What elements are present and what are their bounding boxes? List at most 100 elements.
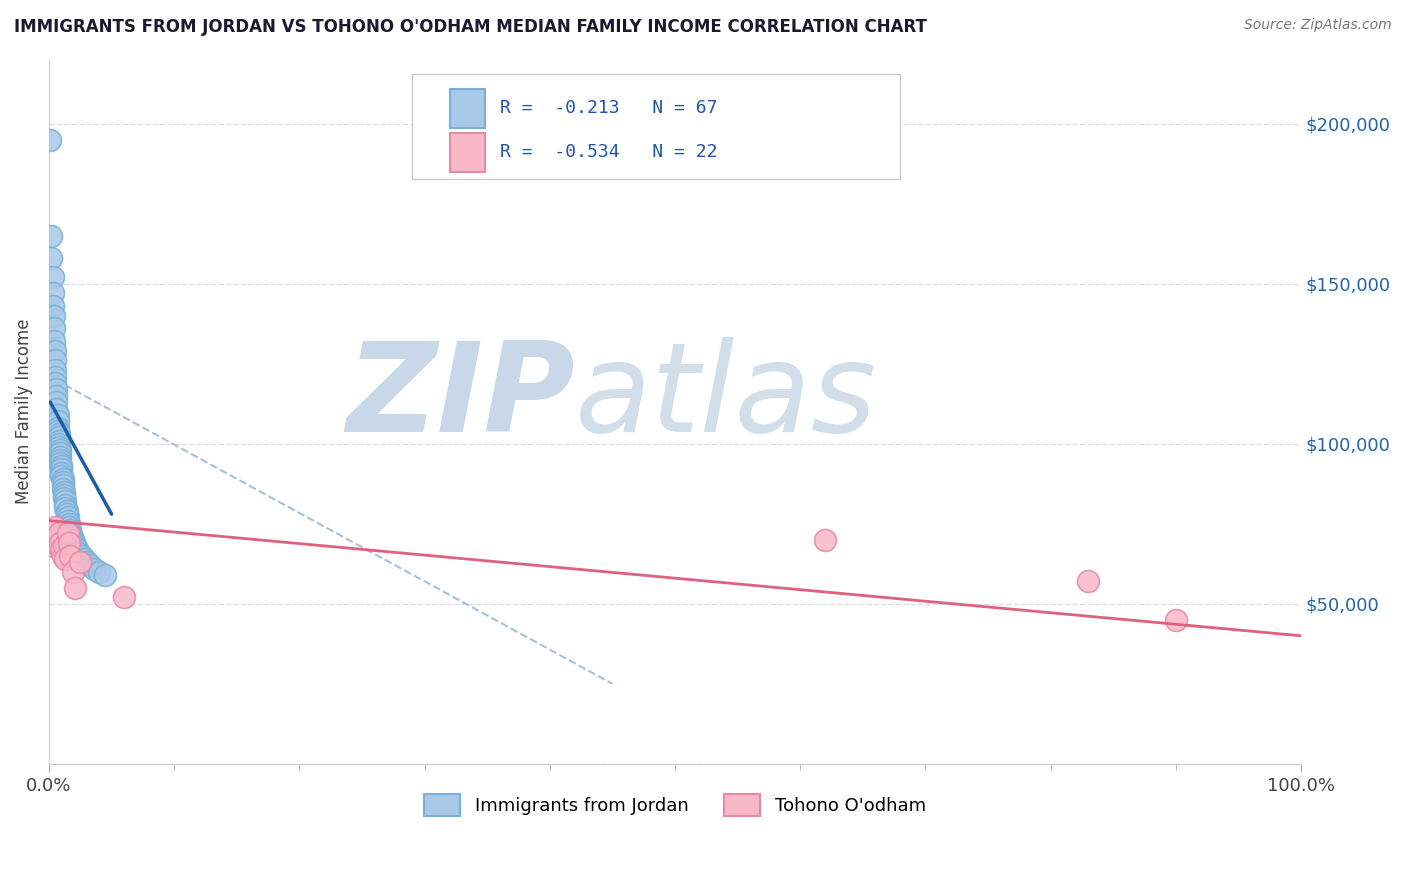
- Point: [49, 446, 72, 460]
- Point: [42, 270, 65, 285]
- Point: [51, 542, 73, 557]
- Point: [48, 434, 70, 448]
- Point: [814, 533, 837, 547]
- Point: [58, 520, 80, 534]
- Point: [65, 539, 87, 553]
- Point: [58, 516, 80, 531]
- Point: [46, 408, 69, 422]
- Point: [53, 494, 76, 508]
- Y-axis label: Median Family Income: Median Family Income: [15, 319, 32, 505]
- Point: [55, 507, 77, 521]
- Point: [70, 549, 93, 563]
- Point: [69, 555, 91, 569]
- Point: [52, 478, 75, 492]
- Point: [58, 536, 80, 550]
- Text: atlas: atlas: [575, 337, 877, 458]
- Point: [65, 542, 87, 557]
- Point: [44, 363, 66, 377]
- Point: [41, 251, 63, 265]
- Legend: Immigrants from Jordan, Tohono O'odham: Immigrants from Jordan, Tohono O'odham: [415, 785, 935, 825]
- Point: [44, 353, 66, 368]
- Point: [59, 549, 82, 563]
- Point: [49, 536, 72, 550]
- Point: [87, 565, 110, 579]
- FancyBboxPatch shape: [450, 133, 485, 171]
- Point: [51, 466, 73, 480]
- Point: [46, 424, 69, 438]
- Point: [1164, 613, 1187, 627]
- Point: [55, 504, 77, 518]
- Point: [1077, 574, 1099, 589]
- Point: [45, 401, 67, 416]
- Point: [59, 523, 82, 537]
- Point: [45, 382, 67, 396]
- Point: [52, 549, 75, 563]
- Point: [76, 555, 98, 569]
- Text: Source: ZipAtlas.com: Source: ZipAtlas.com: [1244, 18, 1392, 32]
- Point: [42, 539, 65, 553]
- Point: [42, 299, 65, 313]
- Point: [51, 462, 73, 476]
- Point: [48, 526, 70, 541]
- Point: [48, 436, 70, 450]
- Text: IMMIGRANTS FROM JORDAN VS TOHONO O'ODHAM MEDIAN FAMILY INCOME CORRELATION CHART: IMMIGRANTS FROM JORDAN VS TOHONO O'ODHAM…: [14, 18, 927, 36]
- Point: [42, 334, 65, 349]
- Point: [46, 539, 69, 553]
- Point: [45, 389, 67, 403]
- Point: [53, 500, 76, 515]
- Point: [48, 440, 70, 454]
- Point: [62, 533, 84, 547]
- Point: [65, 581, 87, 595]
- Point: [49, 456, 72, 470]
- FancyBboxPatch shape: [450, 89, 485, 128]
- Point: [48, 430, 70, 444]
- Point: [52, 482, 75, 496]
- Point: [53, 552, 76, 566]
- Point: [44, 343, 66, 358]
- Point: [42, 321, 65, 335]
- Point: [46, 421, 69, 435]
- Point: [56, 514, 79, 528]
- Point: [42, 526, 65, 541]
- Point: [79, 558, 101, 573]
- Point: [53, 498, 76, 512]
- Point: [44, 369, 66, 384]
- Point: [49, 452, 72, 467]
- Point: [73, 552, 96, 566]
- Point: [62, 565, 84, 579]
- Point: [67, 545, 90, 559]
- Point: [53, 491, 76, 505]
- Point: [53, 484, 76, 499]
- Point: [56, 510, 79, 524]
- Text: ZIP: ZIP: [346, 337, 575, 458]
- Point: [112, 591, 135, 605]
- Point: [41, 228, 63, 243]
- Point: [44, 376, 66, 390]
- Point: [48, 427, 70, 442]
- Point: [53, 539, 76, 553]
- Point: [63, 536, 86, 550]
- FancyBboxPatch shape: [412, 74, 900, 179]
- Point: [45, 395, 67, 409]
- Point: [45, 530, 67, 544]
- Point: [44, 520, 66, 534]
- Point: [56, 526, 79, 541]
- Point: [60, 530, 83, 544]
- Point: [52, 475, 75, 490]
- Point: [51, 468, 73, 483]
- Point: [53, 488, 76, 502]
- Text: R =  -0.534   N = 22: R = -0.534 N = 22: [499, 143, 717, 161]
- Point: [49, 450, 72, 464]
- Point: [49, 443, 72, 458]
- Point: [41, 533, 63, 547]
- Point: [59, 526, 82, 541]
- Point: [42, 309, 65, 323]
- Point: [52, 472, 75, 486]
- Point: [39, 133, 62, 147]
- Point: [42, 286, 65, 301]
- Point: [46, 414, 69, 428]
- Point: [83, 561, 105, 575]
- Point: [51, 459, 73, 474]
- Point: [94, 568, 117, 582]
- Text: R =  -0.213   N = 67: R = -0.213 N = 67: [499, 99, 717, 117]
